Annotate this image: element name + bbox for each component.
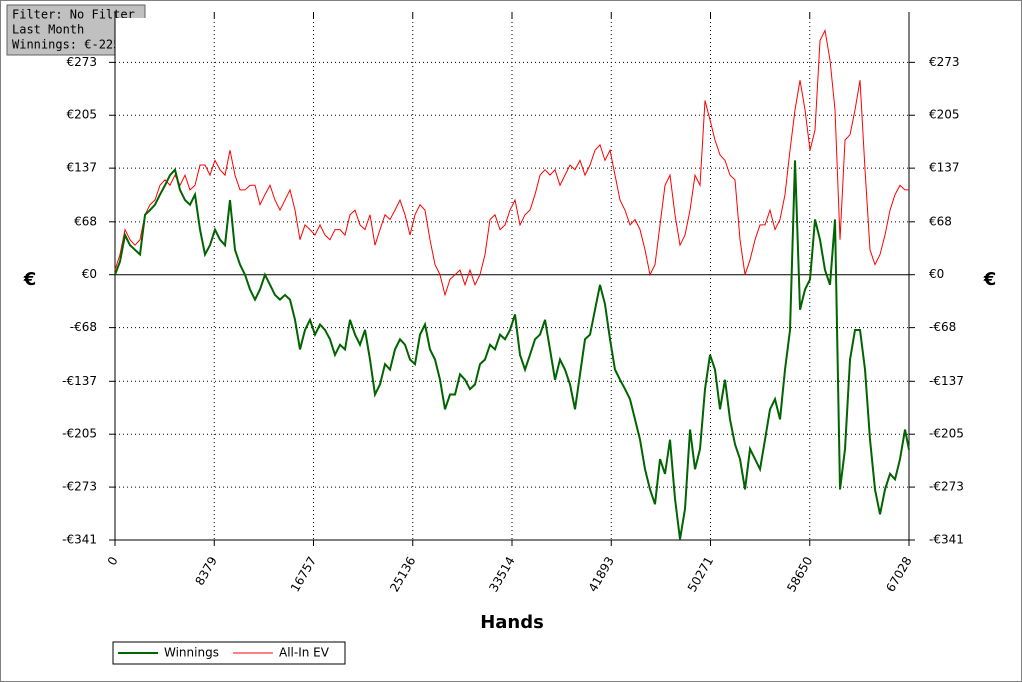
info-filter: Filter: No Filter <box>12 8 135 22</box>
y2-tick-label: €68 <box>929 214 952 228</box>
legend-box <box>112 641 346 665</box>
y-tick-label: €273 <box>66 55 97 69</box>
y2-tick-label: €273 <box>929 55 960 69</box>
y2-tick-label: €137 <box>929 161 960 175</box>
info-period: Last Month <box>12 23 84 37</box>
y-tick-label: -€68 <box>70 320 97 334</box>
y-tick-label: -€341 <box>62 533 97 547</box>
legend-label: Winnings <box>164 646 219 660</box>
legend-label: All-In EV <box>279 646 330 660</box>
y-tick-label: €137 <box>66 161 97 175</box>
y-tick-label: €205 <box>66 108 97 122</box>
y2-tick-label: -€273 <box>929 480 964 494</box>
y2-tick-label: -€341 <box>929 533 964 547</box>
y-tick-label: -€137 <box>62 374 97 388</box>
y2-tick-label: -€68 <box>929 320 956 334</box>
series-line <box>114 160 910 540</box>
y-axis-title: € <box>23 269 37 290</box>
y2-tick-label: €0 <box>929 267 944 281</box>
y-tick-label: €68 <box>74 214 97 228</box>
y-tick-label: -€273 <box>62 480 97 494</box>
y2-tick-label: -€205 <box>929 427 964 441</box>
x-axis-title: Hands <box>480 612 544 633</box>
y2-tick-label: €205 <box>929 108 960 122</box>
y2-tick-label: -€137 <box>929 374 964 388</box>
y-tick-label: €0 <box>82 267 97 281</box>
info-winnings: Winnings: €-225.38 <box>12 38 142 52</box>
series-line <box>114 28 909 297</box>
y2-axis-title: € <box>983 269 997 290</box>
y-tick-label: -€205 <box>62 427 97 441</box>
